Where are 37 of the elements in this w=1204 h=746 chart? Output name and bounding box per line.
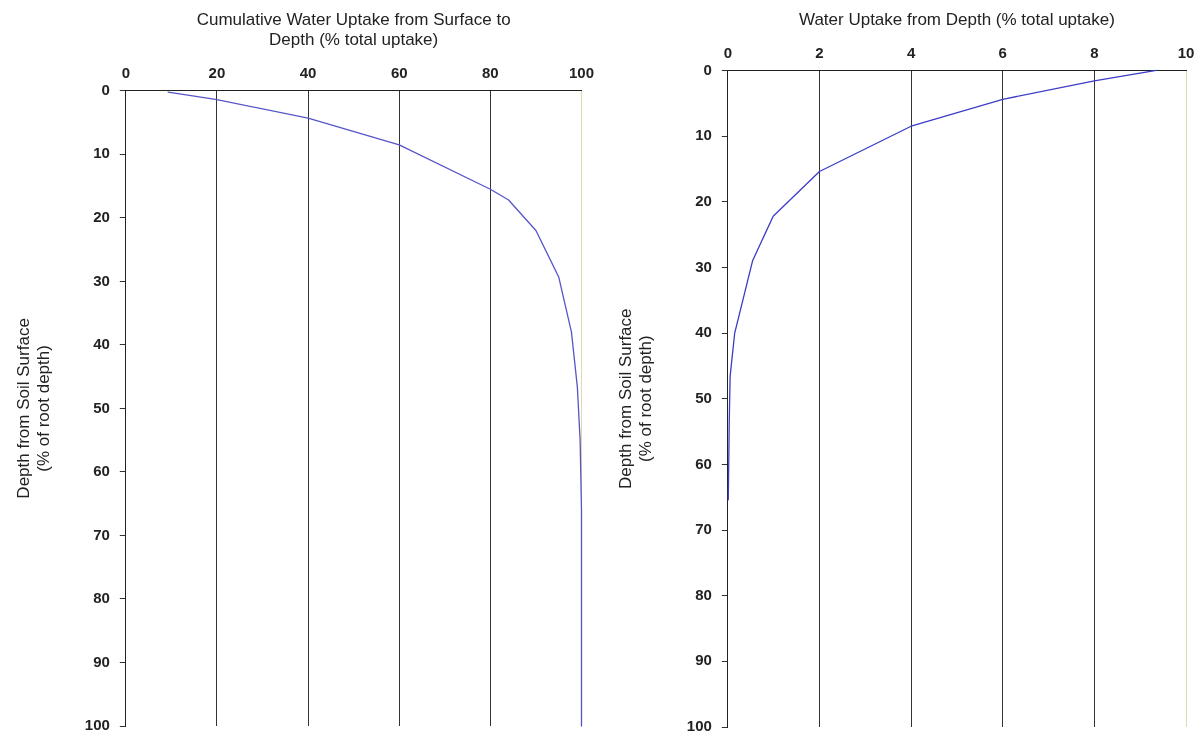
y-tick-label: 10	[695, 126, 712, 144]
y-tick-label: 30	[695, 257, 712, 275]
y-tick-label: 60	[93, 462, 110, 480]
x-tick-label: 100	[568, 63, 594, 81]
y-tick-label: 80	[93, 589, 110, 607]
x-tick-label: 80	[482, 63, 499, 81]
y-tick-label: 100	[686, 717, 712, 735]
y-tick-label: 90	[695, 651, 712, 669]
x-axis-title: Water Uptake from Depth (% total uptake)	[798, 9, 1115, 29]
y-tick-label: 70	[695, 520, 712, 538]
y-tick-label: 20	[695, 191, 712, 209]
y-tick-label: 10	[93, 144, 110, 162]
x-tick-label: 0	[723, 43, 732, 61]
y-tick-label: 70	[93, 525, 110, 543]
x-tick-label: 4	[906, 43, 916, 61]
y-tick-label: 20	[93, 207, 110, 225]
y-tick-label: 80	[695, 585, 712, 603]
x-tick-label: 10	[1177, 43, 1195, 61]
y-tick-label: 30	[93, 271, 110, 289]
y-axis-title: Depth from Soil Surface (% of root depth)	[13, 318, 54, 499]
y-tick-label: 40	[695, 323, 712, 341]
y-tick-label: 100	[84, 716, 110, 734]
y-tick-label: 50	[695, 388, 712, 406]
x-tick-label: 60	[390, 63, 408, 81]
y-tick-label: 90	[93, 652, 110, 670]
y-tick-label: 0	[101, 80, 110, 98]
x-tick-label: 40	[299, 63, 317, 81]
y-tick-label: 50	[93, 398, 110, 416]
y-tick-label: 60	[695, 454, 712, 472]
x-tick-label: 2	[815, 43, 824, 61]
x-tick-label: 6	[998, 43, 1007, 61]
x-tick-label: 0	[121, 63, 130, 81]
x-axis-title: Cumulative Water Uptake from Surface to Depth (% total uptake)	[196, 9, 511, 50]
x-tick-label: 20	[208, 63, 226, 81]
x-tick-label: 8	[1090, 43, 1099, 61]
y-axis-title: Depth from Soil Surface (% of root depth)	[615, 308, 656, 489]
y-tick-label: 40	[93, 335, 110, 353]
